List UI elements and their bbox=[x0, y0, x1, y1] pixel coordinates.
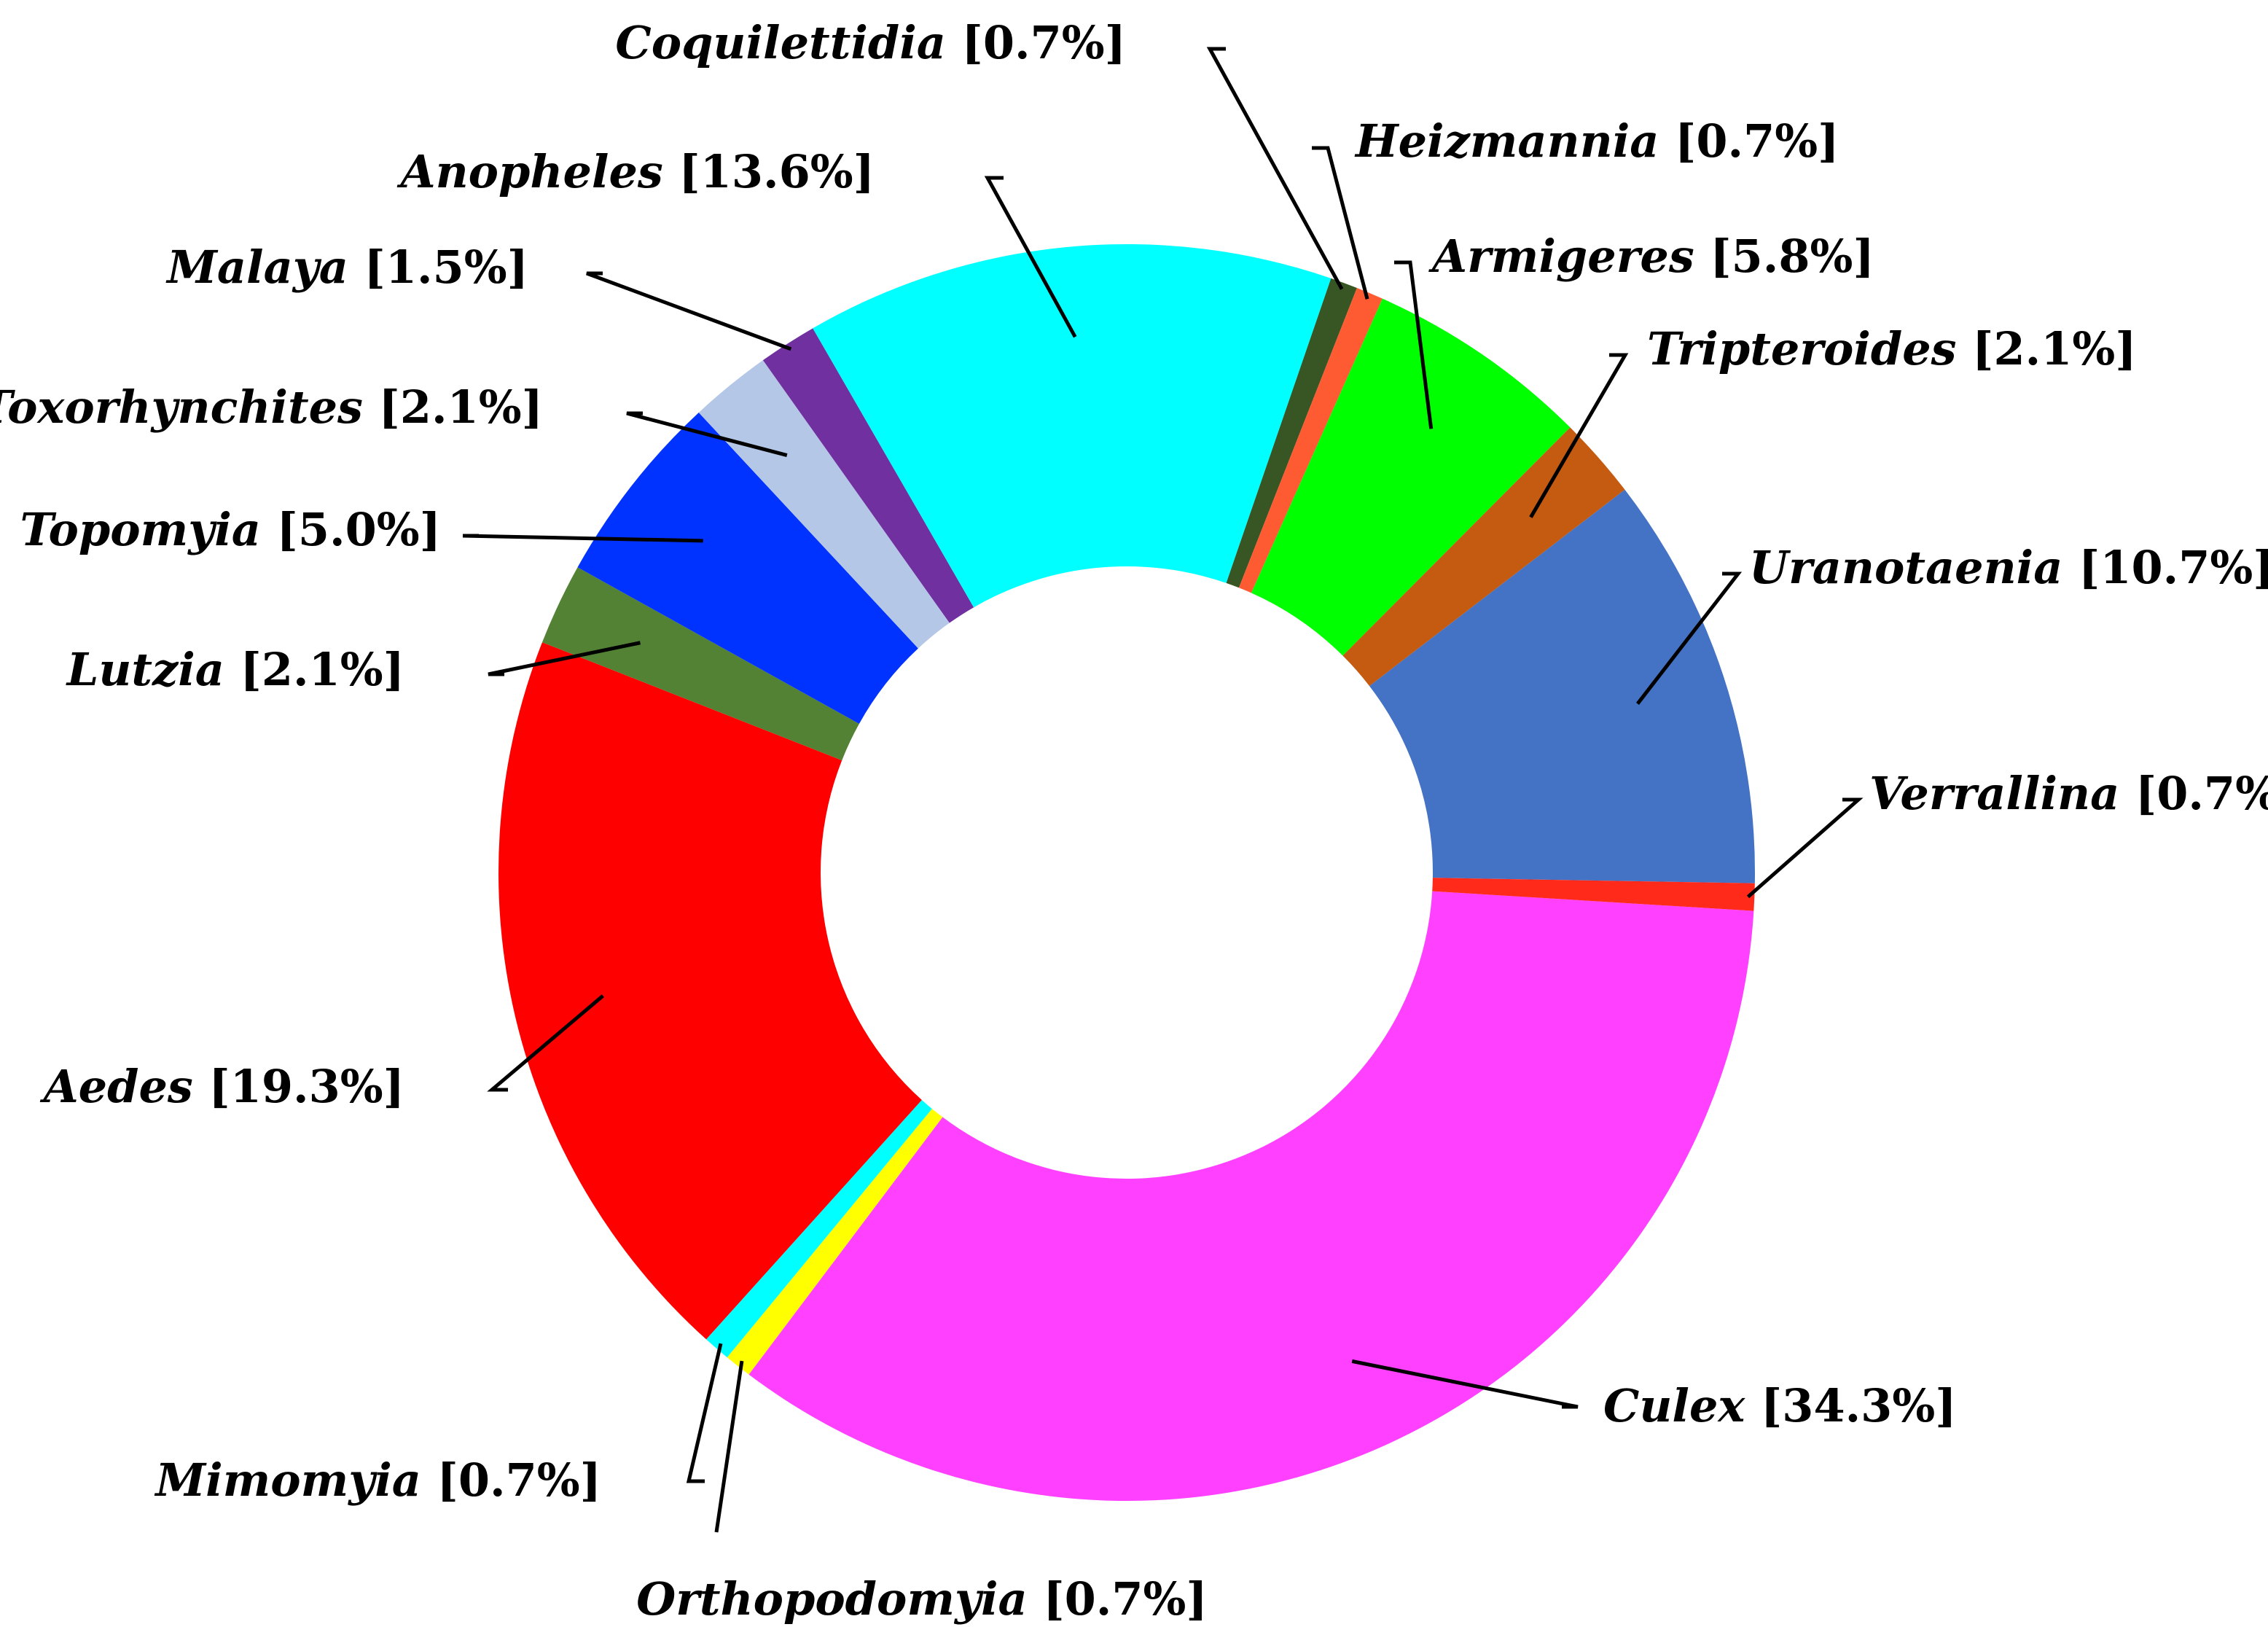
leader-verrallina bbox=[1746, 797, 1864, 899]
label-aedes: Aedes [19.3%] bbox=[40, 1060, 404, 1113]
label-name-heizmannia: Heizmannia bbox=[1354, 114, 1659, 168]
label-value-coquilettidia: [0.7%] bbox=[946, 16, 1126, 69]
slice-mimomyia bbox=[705, 1100, 932, 1358]
label-value-topomyia: [5.0%] bbox=[261, 503, 441, 556]
slice-toxorhynchites bbox=[698, 360, 950, 649]
label-name-toxorhynchites: Toxorhynchites bbox=[0, 381, 363, 434]
label-toxorhynchites: Toxorhynchites [2.1%] bbox=[0, 381, 543, 434]
leader-orthopodomyia bbox=[714, 1360, 744, 1533]
leader-mimomyia bbox=[686, 1343, 723, 1483]
slice-malaya bbox=[762, 328, 974, 623]
label-uranotaenia: Uranotaenia [10.7%] bbox=[1749, 541, 2268, 594]
label-value-mimomyia: [0.7%] bbox=[421, 1453, 601, 1507]
leader-heizmannia bbox=[1312, 146, 1369, 300]
label-name-uranotaenia: Uranotaenia bbox=[1749, 541, 2062, 594]
label-name-verrallina: Verrallina bbox=[1869, 767, 2119, 820]
label-name-tripteroides: Tripteroides bbox=[1647, 322, 1957, 375]
label-name-aedes: Aedes bbox=[40, 1060, 193, 1113]
leader-lines bbox=[462, 47, 1864, 1533]
leader-topomyia bbox=[462, 534, 703, 543]
label-value-heizmannia: [0.7%] bbox=[1659, 114, 1839, 168]
slice-anopheles bbox=[813, 243, 1332, 608]
slice-culex bbox=[748, 891, 1754, 1501]
label-name-topomyia: Topomyia bbox=[20, 503, 261, 556]
slice-uranotaenia bbox=[1369, 489, 1756, 883]
label-value-verrallina: [0.7%] bbox=[2119, 767, 2268, 820]
label-name-lutzia: Lutzia bbox=[66, 643, 224, 696]
label-anopheles: Anopheles [13.6%] bbox=[397, 145, 875, 198]
label-mimomyia: Mimomyia [0.7%] bbox=[154, 1453, 601, 1507]
leader-malaya bbox=[586, 271, 792, 351]
label-culex: Culex [34.3%] bbox=[1603, 1379, 1957, 1432]
label-name-coquilettidia: Coquilettidia bbox=[615, 16, 946, 69]
label-value-orthopodomyia: [0.7%] bbox=[1028, 1572, 1208, 1626]
label-malaya: Malaya [1.5%] bbox=[165, 241, 528, 294]
slice-lutzia bbox=[541, 567, 859, 761]
leader-anopheles bbox=[984, 176, 1077, 338]
label-value-lutzia: [2.1%] bbox=[224, 643, 404, 696]
leader-tripteroides bbox=[1529, 353, 1629, 518]
label-name-malaya: Malaya bbox=[165, 241, 348, 294]
label-name-mimomyia: Mimomyia bbox=[154, 1453, 421, 1507]
label-lutzia: Lutzia [2.1%] bbox=[66, 643, 404, 696]
label-verrallina: Verrallina [0.7%] bbox=[1869, 767, 2268, 820]
leader-culex bbox=[1351, 1359, 1579, 1409]
leader-lutzia bbox=[488, 641, 641, 676]
label-value-aedes: [19.3%] bbox=[193, 1060, 404, 1113]
leader-armigeres bbox=[1394, 260, 1434, 429]
leader-aedes bbox=[487, 994, 604, 1092]
donut-slices bbox=[498, 243, 1756, 1501]
label-heizmannia: Heizmannia [0.7%] bbox=[1354, 114, 1839, 168]
label-name-armigeres: Armigeres bbox=[1428, 230, 1694, 283]
label-coquilettidia: Coquilettidia [0.7%] bbox=[615, 16, 1126, 69]
slice-heizmannia bbox=[1238, 287, 1383, 593]
slice-orthopodomyia bbox=[727, 1109, 943, 1375]
slice-coquilettidia bbox=[1226, 278, 1357, 588]
slice-labels: Culex [34.3%]Orthopodomyia [0.7%]Mimomyi… bbox=[0, 16, 2268, 1626]
label-value-toxorhynchites: [2.1%] bbox=[363, 381, 543, 434]
label-orthopodomyia: Orthopodomyia [0.7%] bbox=[636, 1572, 1208, 1626]
slice-aedes bbox=[498, 642, 922, 1340]
label-topomyia: Topomyia [5.0%] bbox=[20, 503, 441, 556]
label-value-anopheles: [13.6%] bbox=[663, 145, 875, 198]
label-name-culex: Culex bbox=[1603, 1379, 1745, 1432]
label-armigeres: Armigeres [5.8%] bbox=[1428, 230, 1874, 283]
label-value-tripteroides: [2.1%] bbox=[1957, 322, 2137, 375]
leader-toxorhynchites bbox=[626, 411, 788, 457]
leader-coquilettidia bbox=[1206, 47, 1344, 290]
label-value-malaya: [1.5%] bbox=[348, 241, 528, 294]
label-name-anopheles: Anopheles bbox=[397, 145, 663, 198]
label-value-armigeres: [5.8%] bbox=[1694, 230, 1874, 283]
label-value-uranotaenia: [10.7%] bbox=[2062, 541, 2268, 594]
label-value-culex: [34.3%] bbox=[1745, 1379, 1956, 1432]
slice-topomyia bbox=[577, 412, 918, 724]
label-tripteroides: Tripteroides [2.1%] bbox=[1647, 322, 2137, 375]
slice-tripteroides bbox=[1342, 427, 1625, 687]
slice-armigeres bbox=[1251, 298, 1571, 656]
label-name-orthopodomyia: Orthopodomyia bbox=[636, 1572, 1028, 1626]
slice-verrallina bbox=[1432, 878, 1755, 911]
leader-uranotaenia bbox=[1636, 571, 1743, 705]
